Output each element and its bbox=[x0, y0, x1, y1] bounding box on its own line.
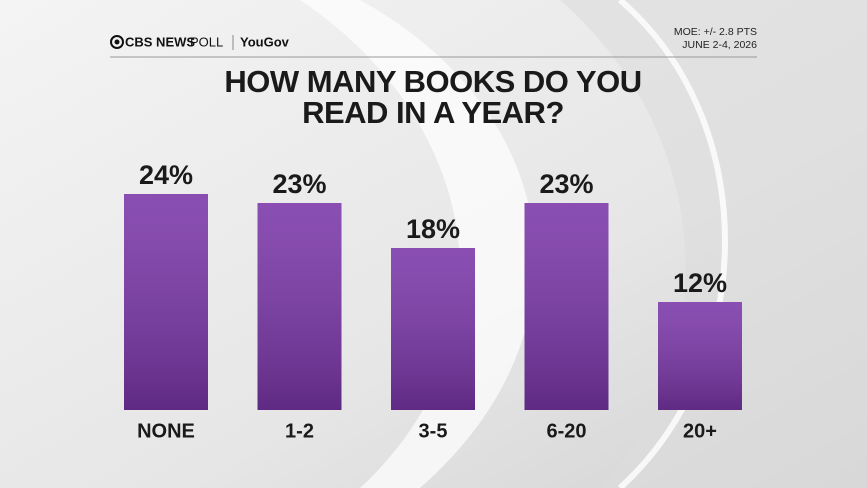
logo bbox=[110, 35, 124, 49]
note: MOE: +/- 2.8 PTS bbox=[674, 26, 757, 38]
bar bbox=[257, 203, 342, 410]
x-tick-label: 3-5 bbox=[419, 420, 448, 442]
x-tick-label: 6-20 bbox=[546, 420, 586, 442]
bar bbox=[524, 203, 609, 410]
x-tick-label: 20+ bbox=[683, 420, 717, 442]
partner: YouGov bbox=[240, 34, 290, 49]
chart-title: READ IN A YEAR? bbox=[302, 95, 564, 130]
value-label: 24% bbox=[139, 160, 193, 190]
bar bbox=[124, 194, 208, 410]
value-label: 18% bbox=[406, 214, 460, 244]
value-label: 23% bbox=[539, 169, 593, 199]
bar bbox=[391, 248, 475, 410]
x-tick-label: NONE bbox=[137, 420, 195, 442]
value-label: 23% bbox=[272, 169, 326, 199]
value-label: 12% bbox=[673, 268, 727, 298]
chart-title: HOW MANY BOOKS DO YOU bbox=[224, 64, 641, 99]
background-curve bbox=[560, 0, 867, 488]
bar bbox=[658, 302, 742, 410]
x-tick-label: 1-2 bbox=[285, 420, 314, 442]
brand-suffix: POLL bbox=[190, 34, 223, 49]
note: JUNE 2-4, 2026 bbox=[682, 39, 757, 51]
brand: CBS NEWS bbox=[125, 34, 195, 49]
background-curve bbox=[300, 0, 535, 488]
logo bbox=[114, 39, 120, 45]
